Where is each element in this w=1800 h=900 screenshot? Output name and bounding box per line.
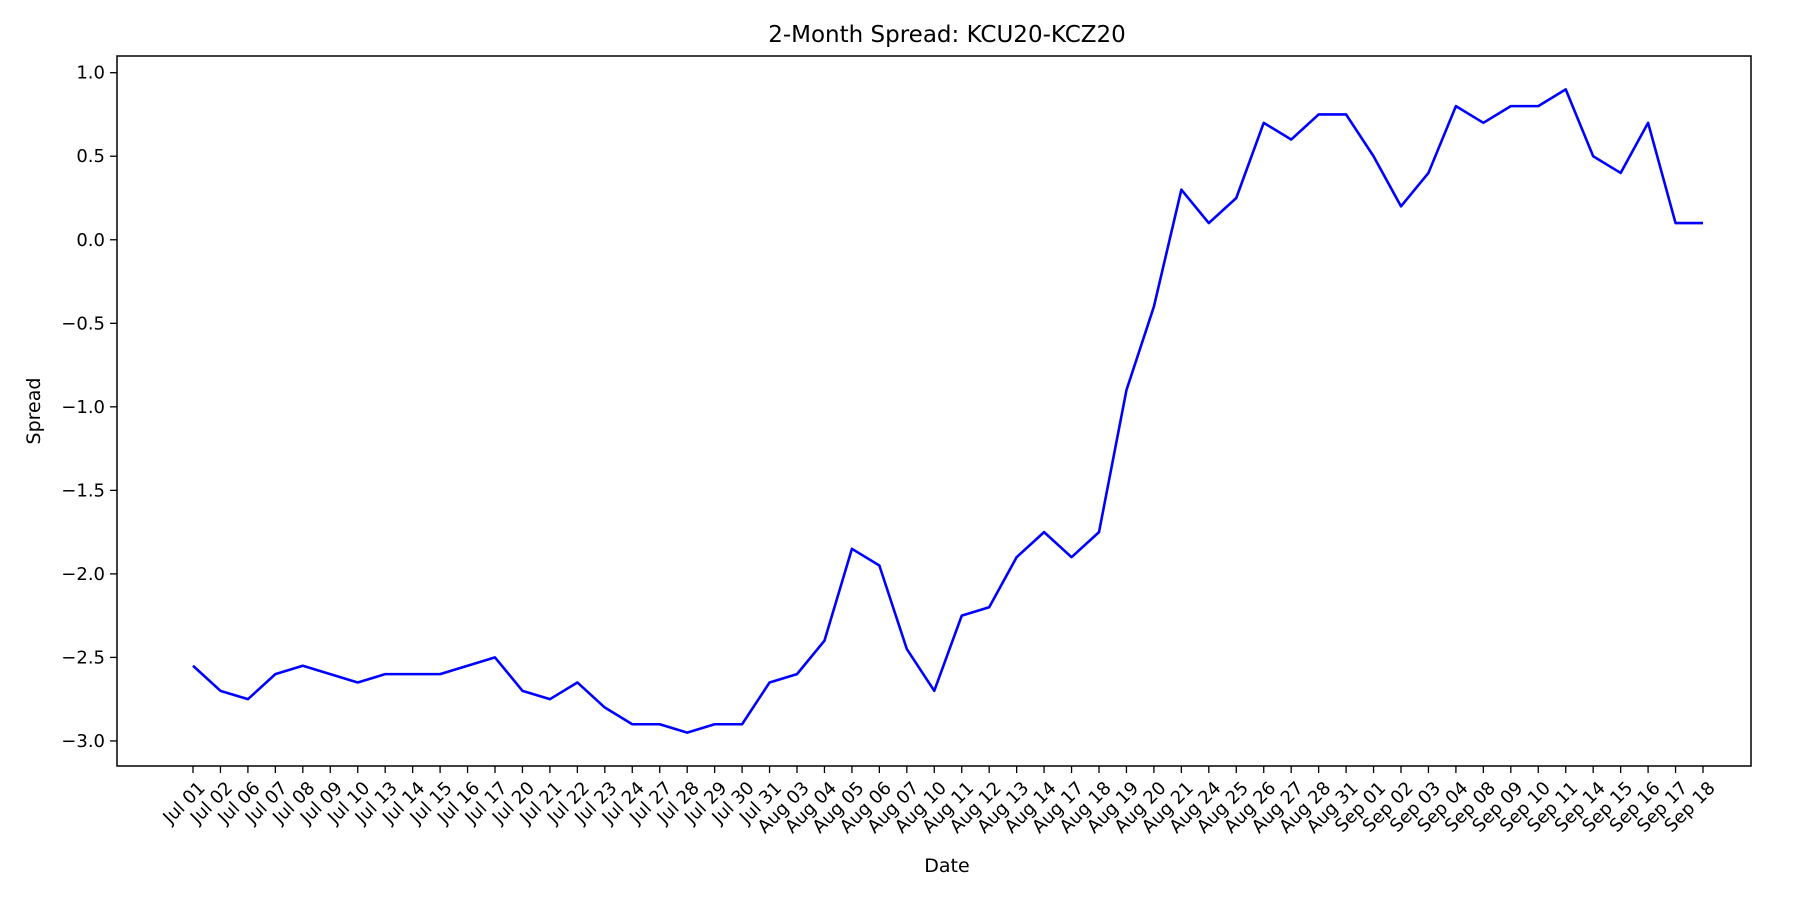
- y-tick-label: 0.5: [76, 146, 105, 167]
- y-tick-label: −1.5: [61, 480, 105, 501]
- y-tick-label: −2.5: [61, 647, 105, 668]
- y-tick-label: −1.0: [61, 397, 105, 418]
- y-tick-label: 0.0: [76, 230, 105, 251]
- chart-title: 2-Month Spread: KCU20-KCZ20: [768, 22, 1126, 48]
- y-tick-label: −3.0: [61, 731, 105, 752]
- plot-area: [117, 56, 1751, 766]
- series-line: [192, 88, 1703, 734]
- y-axis: 1.0 0.5 0.0 −0.5 −1.0 −1.5 −2.0 −2.5 −3.0: [61, 63, 117, 752]
- y-axis-label: Spread: [23, 378, 45, 445]
- x-axis-label: Date: [924, 855, 969, 877]
- y-tick-label: −0.5: [61, 313, 105, 334]
- y-tick-label: 1.0: [76, 63, 105, 84]
- y-tick-label: −2.0: [61, 564, 105, 585]
- plot-frame: [116, 55, 1752, 767]
